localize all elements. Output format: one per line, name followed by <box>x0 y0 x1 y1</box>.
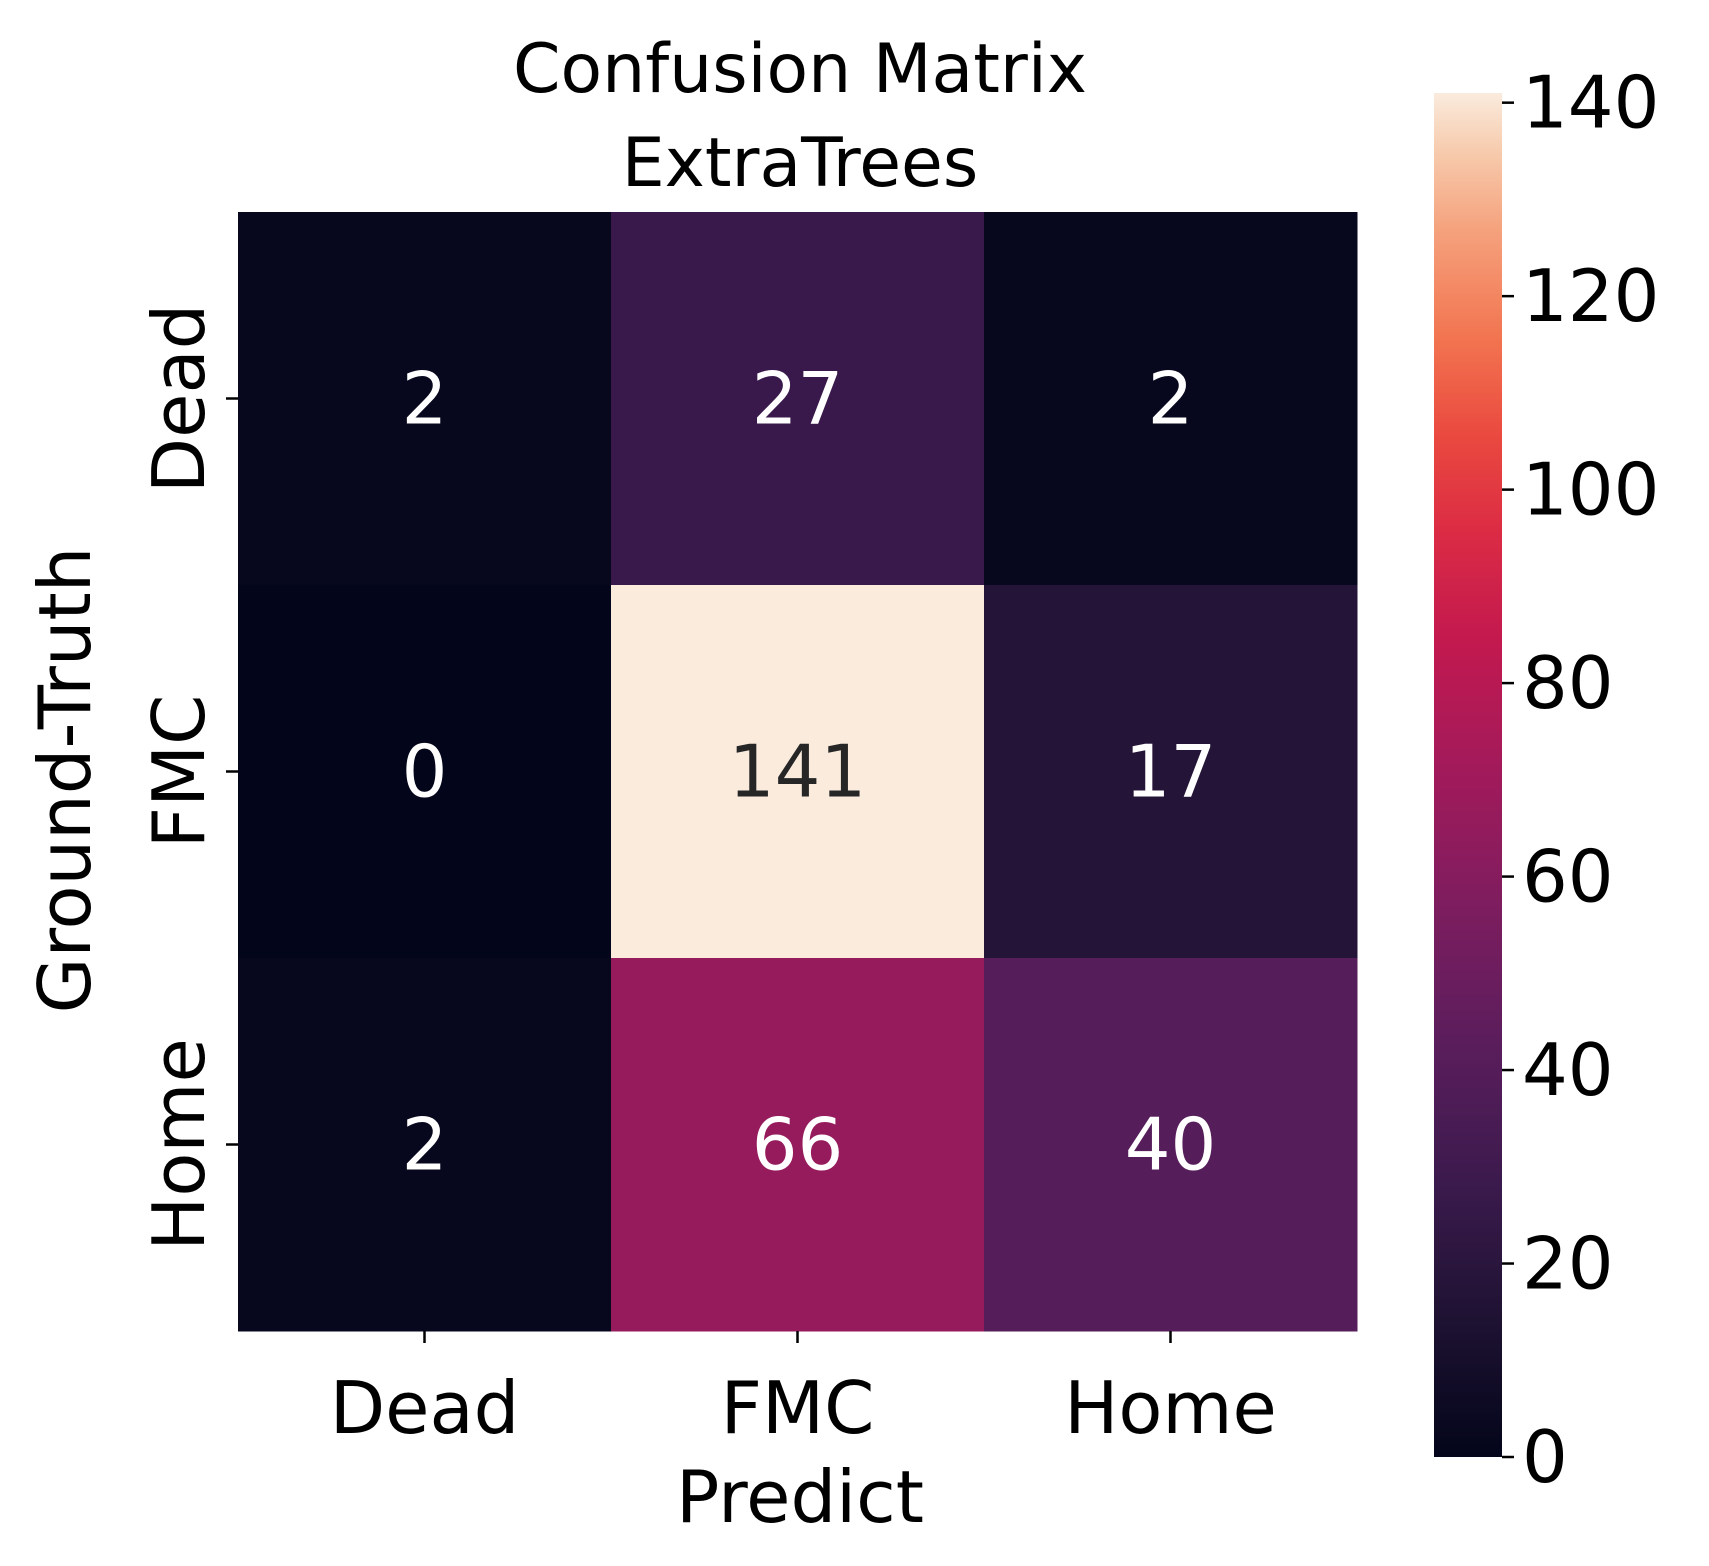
cell-value-label: 0 <box>402 730 448 814</box>
heatmap-cell <box>984 212 1358 586</box>
cell-value-label: 17 <box>1125 730 1217 814</box>
heatmap-cell <box>984 585 1358 959</box>
cell-value-label: 2 <box>402 1103 448 1187</box>
heatmap-cells <box>238 212 1358 1332</box>
y-axis-label: Ground-Truth <box>23 547 107 1014</box>
heatmap-cell <box>611 958 985 1332</box>
colorbar-tick-label: 40 <box>1522 1028 1614 1112</box>
x-axis-label: Predict <box>676 1455 924 1539</box>
colorbar-tick-label: 100 <box>1522 448 1659 532</box>
chart-title-line-2: ExtraTrees <box>622 124 979 203</box>
cell-value-label: 141 <box>729 730 866 814</box>
cell-value-label: 2 <box>402 357 448 441</box>
heatmap-cell <box>984 958 1358 1332</box>
y-tick-label: Home <box>137 1038 221 1251</box>
x-axis-ticks: Dead FMC Home <box>330 1331 1277 1450</box>
cell-value-label: 27 <box>752 357 844 441</box>
x-tick-label: FMC <box>721 1366 875 1450</box>
colorbar <box>1434 93 1502 1457</box>
x-tick-label: Home <box>1064 1366 1277 1450</box>
colorbar-tick-label: 120 <box>1522 254 1659 338</box>
x-tick-label: Dead <box>330 1366 520 1450</box>
y-axis-ticks: Dead FMC Home <box>137 304 238 1251</box>
cell-annotations: 2 27 2 0 141 17 2 66 40 <box>402 357 1217 1187</box>
heatmap-cell <box>238 958 612 1332</box>
chart-title-line-1: Confusion Matrix <box>513 30 1087 109</box>
y-tick-label: FMC <box>137 695 221 849</box>
colorbar-tick-label: 0 <box>1522 1415 1568 1499</box>
heatmap-cell <box>611 212 985 586</box>
cell-value-label: 40 <box>1125 1103 1217 1187</box>
colorbar-ticks: 0 20 40 60 80 100 120 140 <box>1502 61 1659 1499</box>
cell-value-label: 2 <box>1148 357 1194 441</box>
colorbar-tick-label: 80 <box>1522 641 1614 725</box>
colorbar-tick-label: 20 <box>1522 1222 1614 1306</box>
colorbar-tick-label: 140 <box>1522 61 1659 145</box>
heatmap-cell <box>238 212 612 586</box>
heatmap-cell <box>611 585 985 959</box>
cell-value-label: 66 <box>752 1103 844 1187</box>
heatmap-cell <box>238 585 612 959</box>
colorbar-tick-label: 60 <box>1522 835 1614 919</box>
y-tick-label: Dead <box>137 304 221 494</box>
